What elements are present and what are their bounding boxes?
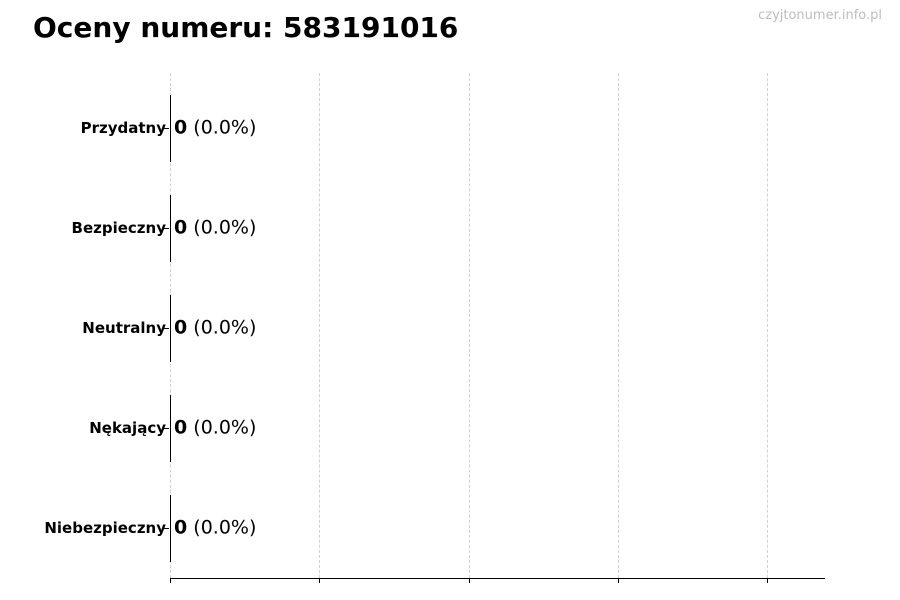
x-tick-0	[170, 578, 171, 583]
site-watermark: czyjtonumer.info.pl	[758, 8, 882, 23]
bar-value-przydatny: 0	[174, 116, 188, 139]
x-tick-2	[469, 578, 470, 583]
bar-percent-neutralny: (0.0%)	[193, 316, 257, 339]
category-label-nekajacy: Nękający	[89, 419, 166, 437]
bar-value-bezpieczny: 0	[174, 216, 188, 239]
plot-area	[170, 73, 825, 578]
y-tick-0	[163, 128, 169, 129]
gridline-x-2	[469, 73, 470, 578]
bar-annotation-niebezpieczny: 0 (0.0%)	[174, 516, 257, 539]
bar-percent-bezpieczny: (0.0%)	[193, 216, 257, 239]
y-tick-1	[163, 228, 169, 229]
bar-annotation-bezpieczny: 0 (0.0%)	[174, 216, 257, 239]
x-tick-4	[767, 578, 768, 583]
bar-percent-przydatny: (0.0%)	[193, 116, 257, 139]
gridline-x-3	[618, 73, 619, 578]
bar-neutralny	[170, 295, 171, 362]
y-tick-4	[163, 528, 169, 529]
bar-annotation-nekajacy: 0 (0.0%)	[174, 416, 257, 439]
bar-percent-niebezpieczny: (0.0%)	[193, 516, 257, 539]
category-label-neutralny: Neutralny	[82, 319, 166, 337]
bar-value-nekajacy: 0	[174, 416, 188, 439]
page-title: Oceny numeru: 583191016	[33, 11, 459, 44]
x-axis-line	[170, 578, 825, 579]
x-tick-1	[319, 578, 320, 583]
bar-przydatny	[170, 95, 171, 162]
y-tick-2	[163, 328, 169, 329]
bar-annotation-neutralny: 0 (0.0%)	[174, 316, 257, 339]
bar-bezpieczny	[170, 195, 171, 262]
bar-annotation-przydatny: 0 (0.0%)	[174, 116, 257, 139]
bar-nekajacy	[170, 395, 171, 462]
category-label-niebezpieczny: Niebezpieczny	[44, 519, 166, 537]
gridline-x-4	[767, 73, 768, 578]
x-tick-3	[618, 578, 619, 583]
bar-value-niebezpieczny: 0	[174, 516, 188, 539]
gridline-x-1	[319, 73, 320, 578]
bar-value-neutralny: 0	[174, 316, 188, 339]
bar-niebezpieczny	[170, 495, 171, 562]
category-label-przydatny: Przydatny	[80, 119, 166, 137]
bar-percent-nekajacy: (0.0%)	[193, 416, 257, 439]
y-tick-3	[163, 428, 169, 429]
category-label-bezpieczny: Bezpieczny	[71, 219, 166, 237]
